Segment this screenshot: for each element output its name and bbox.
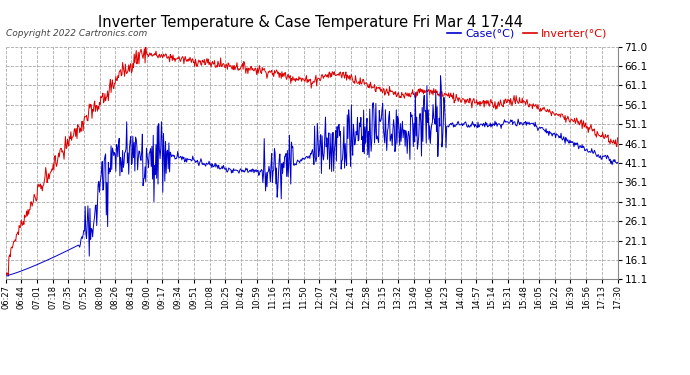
- Legend: Case(°C), Inverter(°C): Case(°C), Inverter(°C): [443, 24, 612, 44]
- Text: Copyright 2022 Cartronics.com: Copyright 2022 Cartronics.com: [6, 28, 148, 38]
- Text: Inverter Temperature & Case Temperature Fri Mar 4 17:44: Inverter Temperature & Case Temperature …: [98, 15, 523, 30]
